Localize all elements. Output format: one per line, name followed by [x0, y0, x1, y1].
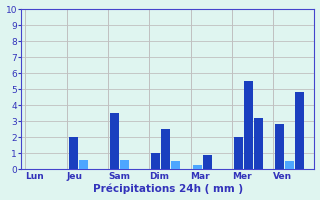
- X-axis label: Précipitations 24h ( mm ): Précipitations 24h ( mm ): [93, 184, 243, 194]
- Bar: [295, 92, 304, 169]
- Bar: [234, 137, 243, 169]
- Bar: [171, 161, 180, 169]
- Bar: [193, 165, 202, 169]
- Bar: [244, 81, 253, 169]
- Bar: [69, 137, 78, 169]
- Bar: [120, 160, 129, 169]
- Bar: [110, 113, 119, 169]
- Bar: [203, 155, 212, 169]
- Bar: [151, 153, 160, 169]
- Bar: [254, 118, 263, 169]
- Bar: [161, 129, 170, 169]
- Bar: [79, 160, 88, 169]
- Bar: [275, 124, 284, 169]
- Bar: [285, 161, 294, 169]
